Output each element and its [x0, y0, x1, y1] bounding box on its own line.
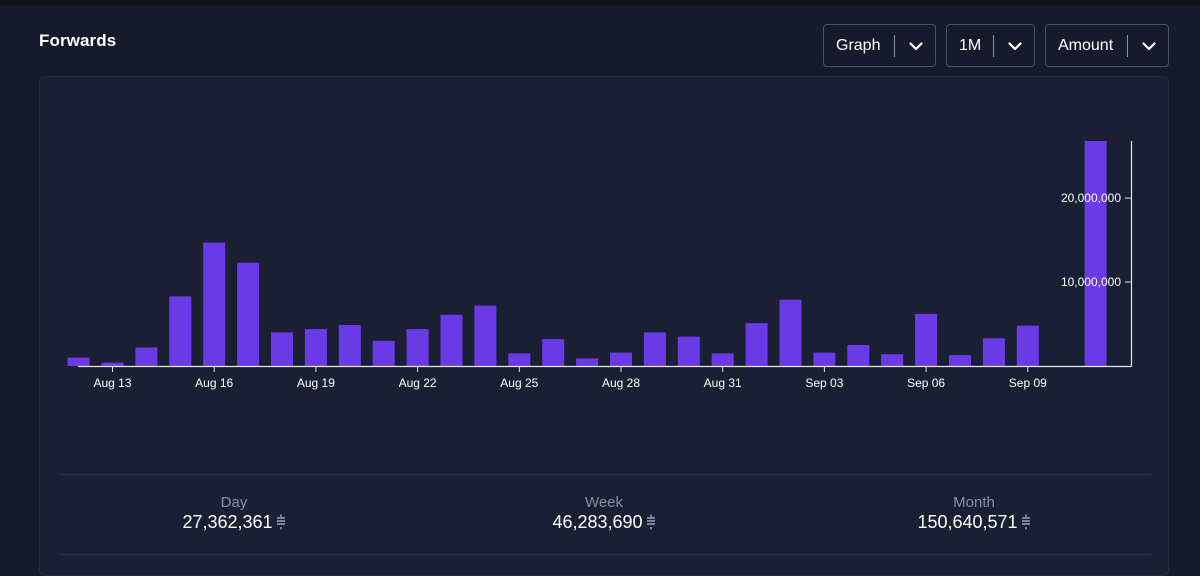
stat-week-value-row: 46,283,690 — [504, 512, 704, 533]
chart-card — [39, 76, 1169, 576]
view-dropdown-label: Graph — [836, 36, 881, 54]
stat-month-value-row: 150,640,571 — [874, 512, 1074, 533]
chart-bar — [101, 362, 124, 366]
x-tick-label: Aug 16 — [195, 376, 233, 390]
x-tick-label: Aug 28 — [602, 376, 640, 390]
x-tick-label: Sep 03 — [805, 376, 843, 390]
panel-title: Forwards — [39, 31, 117, 50]
stat-month-value: 150,640,571 — [917, 512, 1018, 532]
chevron-down-icon — [909, 42, 923, 51]
stats-top-divider — [59, 474, 1151, 475]
stat-month: Month 150,640,571 — [874, 494, 1074, 533]
y-tick-label: 10,000,000 — [1061, 275, 1121, 289]
stat-day-label: Day — [220, 494, 248, 511]
chart-bar — [338, 324, 361, 366]
stat-day-value-row: 27,362,361 — [134, 512, 334, 533]
range-dropdown-label: 1M — [959, 36, 982, 54]
chart-bar — [406, 329, 429, 366]
stat-week-value: 46,283,690 — [552, 512, 643, 532]
chart-bar — [881, 354, 904, 366]
chart-bar — [576, 358, 599, 366]
chart-bar — [135, 347, 158, 366]
chart-bar — [745, 323, 768, 366]
chart-bar — [542, 339, 565, 366]
range-dropdown[interactable]: 1M — [946, 24, 1035, 67]
chart-bar — [67, 357, 90, 366]
x-tick-label: Aug 31 — [704, 376, 742, 390]
chart-bar — [677, 336, 700, 366]
chevron-down-icon — [1142, 42, 1156, 51]
metric-dropdown[interactable]: Amount — [1045, 24, 1169, 67]
chart-bar — [372, 340, 395, 366]
view-dropdown[interactable]: Graph — [823, 24, 936, 67]
chart-bar — [203, 242, 226, 366]
top-strip — [0, 0, 1200, 6]
chart-bar — [643, 332, 666, 366]
chart-bar — [915, 313, 938, 366]
x-tick-label: Aug 25 — [500, 376, 538, 390]
stats-bottom-divider — [59, 554, 1151, 555]
sats-icon — [1021, 514, 1030, 530]
chart-bar — [610, 352, 632, 366]
stat-week: Week 46,283,690 — [504, 494, 704, 533]
x-tick-label: Aug 19 — [297, 376, 335, 390]
sats-icon — [646, 514, 655, 530]
x-tick-label: Sep 09 — [1009, 376, 1047, 390]
chart-bar — [813, 352, 836, 366]
chart-bar — [779, 299, 802, 366]
metric-dropdown-separator — [1127, 35, 1128, 57]
chevron-down-icon — [1008, 42, 1022, 51]
y-tick-label: 20,000,000 — [1061, 191, 1121, 205]
stat-month-label: Month — [953, 494, 995, 511]
chart-bar — [847, 345, 870, 366]
chart-bar — [440, 314, 463, 366]
x-tick-label: Aug 13 — [93, 376, 131, 390]
sats-icon — [276, 514, 285, 530]
chart-bar — [508, 353, 531, 366]
x-tick-label: Aug 22 — [399, 376, 437, 390]
chart-bar — [711, 353, 734, 366]
view-dropdown-separator — [894, 35, 895, 57]
chart-bar — [949, 355, 971, 366]
chart-bar — [271, 332, 293, 366]
metric-dropdown-label: Amount — [1058, 36, 1114, 54]
chart-bar — [237, 262, 260, 366]
stat-day: Day 27,362,361 — [134, 494, 334, 533]
range-dropdown-separator — [993, 35, 994, 57]
x-tick-label: Sep 06 — [907, 376, 945, 390]
stat-day-value: 27,362,361 — [182, 512, 273, 532]
chart-bar — [1016, 325, 1039, 366]
chart-bar — [982, 338, 1005, 366]
chart-bar — [304, 329, 327, 366]
forwards-bar-chart: Aug 13 Aug 16 Aug 19 Aug 22 Aug 25 Aug 28 Aug … — [67, 141, 1133, 390]
chart-bar — [169, 296, 192, 366]
chart-bar — [474, 305, 497, 366]
chart-bar — [1084, 141, 1107, 366]
stat-week-label: Week — [584, 494, 624, 511]
